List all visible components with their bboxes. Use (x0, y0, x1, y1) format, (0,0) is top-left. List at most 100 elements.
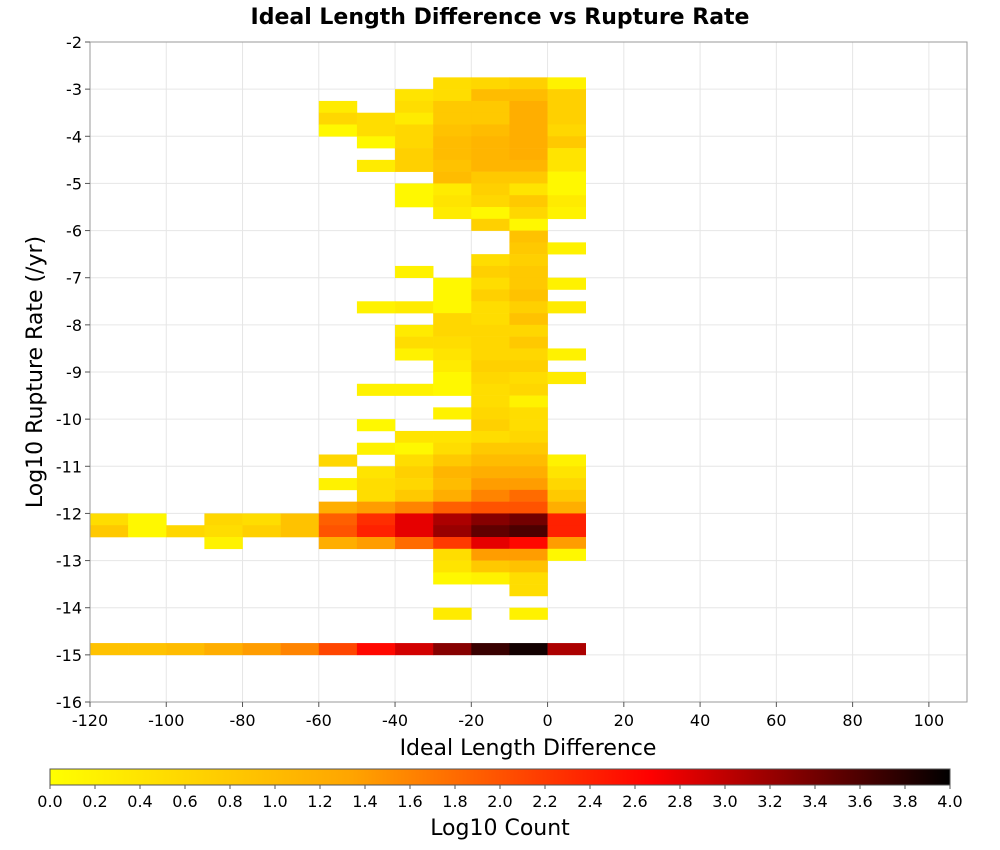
heatmap-cell (128, 643, 167, 656)
heatmap-cell (395, 537, 434, 550)
heatmap-cell (509, 383, 548, 396)
heatmap-cell (356, 442, 396, 455)
heatmap-cell (509, 112, 548, 125)
heatmap-cell (547, 277, 586, 290)
heatmap-cell (433, 348, 472, 361)
heatmap-cell (547, 89, 586, 102)
heatmap-cell (471, 360, 510, 373)
heatmap-cell (509, 218, 548, 231)
heatmap-cell (509, 89, 548, 102)
heatmap-cell (471, 112, 510, 125)
heatmap-cell (280, 525, 320, 538)
heatmap-cell (395, 348, 434, 361)
heatmap-cell (547, 525, 586, 538)
heatmap-cell (395, 489, 434, 502)
heatmap-cell (433, 195, 472, 208)
colorbar (49, 768, 951, 786)
heatmap-cell (509, 277, 548, 290)
heatmap-cell (318, 513, 358, 526)
heatmap-cell (471, 572, 510, 585)
y-tick-label: -10 (56, 410, 82, 429)
x-tick-label: -60 (306, 711, 332, 730)
heatmap-cell (547, 643, 586, 656)
heatmap-cell (547, 136, 586, 149)
heatmap-cell (395, 124, 434, 137)
heatmap-cell (547, 159, 586, 172)
heatmap-cell (547, 195, 586, 208)
heatmap-cell (547, 242, 586, 255)
colorbar-tick-label: 3.0 (712, 792, 737, 811)
heatmap-cell (471, 466, 510, 479)
heatmap-cell (547, 100, 586, 114)
heatmap-cell (509, 466, 548, 479)
heatmap-cell (433, 171, 472, 184)
heatmap-cell (471, 289, 510, 302)
heatmap-cell (509, 372, 548, 385)
colorbar-tick-label: 1.6 (397, 792, 422, 811)
heatmap-cell (509, 265, 548, 279)
colorbar-tick-label: 2.2 (532, 792, 557, 811)
heatmap-cells (90, 77, 586, 656)
heatmap-cell (471, 478, 510, 491)
colorbar-tick-label: 2.8 (667, 792, 692, 811)
heatmap-cell (509, 501, 548, 514)
heatmap-cell (433, 313, 472, 326)
x-tick-label: -100 (148, 711, 184, 730)
heatmap-cell (433, 159, 472, 172)
heatmap-cell (395, 643, 434, 656)
heatmap-cell (509, 254, 548, 267)
heatmap-cell (509, 324, 548, 337)
heatmap-cell (395, 195, 434, 208)
heatmap-cell (318, 112, 358, 125)
heatmap-cell (471, 136, 510, 149)
heatmap-cell (471, 159, 510, 172)
heatmap-cell (471, 277, 510, 290)
heatmap-cell (395, 89, 434, 102)
heatmap-cell (433, 324, 472, 337)
heatmap-cell (318, 478, 358, 491)
heatmap-cell (356, 466, 396, 479)
heatmap-cell (471, 513, 510, 526)
colorbar-tick-label: 1.4 (352, 792, 377, 811)
colorbar-tick-label: 0.6 (172, 792, 197, 811)
heatmap-cell (509, 560, 548, 573)
heatmap-cell (166, 643, 205, 656)
heatmap-cell (547, 77, 586, 90)
heatmap-cell (547, 124, 586, 137)
heatmap-cell (356, 383, 396, 396)
colorbar-tick-label: 0.4 (127, 792, 152, 811)
heatmap-cell (433, 100, 472, 114)
heatmap-cell (471, 324, 510, 337)
heatmap-cell (509, 407, 548, 420)
heatmap-cell (204, 525, 243, 538)
heatmap-cell (356, 419, 396, 432)
heatmap-cell (547, 372, 586, 385)
heatmap-cell (471, 89, 510, 102)
heatmap-cell (128, 513, 167, 526)
heatmap-cell (318, 537, 358, 550)
colorbar-tick-label: 4.0 (937, 792, 962, 811)
colorbar-ticks: 0.0 0.2 0.4 0.6 0.8 1.0 1.2 1.4 1.6 1.8 2.0 2.2 2.4 2… (37, 785, 963, 811)
heatmap-cell (280, 643, 320, 656)
colorbar-tick-label: 2.6 (622, 792, 647, 811)
colorbar-tick-label: 0.0 (37, 792, 62, 811)
colorbar-tick-label: 0.8 (217, 792, 242, 811)
heatmap-cell (547, 537, 586, 550)
y-tick-label: -13 (56, 552, 82, 571)
heatmap-cell (547, 478, 586, 491)
heatmap-cell (204, 643, 243, 656)
heatmap-cell (204, 513, 243, 526)
heatmap-cell (395, 442, 434, 455)
heatmap-cell (395, 301, 434, 314)
heatmap-cell (509, 242, 548, 255)
heatmap-cell (395, 525, 434, 538)
heatmap-cell (547, 301, 586, 314)
heatmap-cell (471, 207, 510, 220)
heatmap-cell (395, 136, 434, 149)
chart-title: Ideal Length Difference vs Rupture Rate (251, 5, 750, 30)
heatmap-cell (395, 336, 434, 349)
heatmap-cell (433, 466, 472, 479)
heatmap-cell (509, 100, 548, 114)
x-tick-label: 0 (542, 711, 552, 730)
